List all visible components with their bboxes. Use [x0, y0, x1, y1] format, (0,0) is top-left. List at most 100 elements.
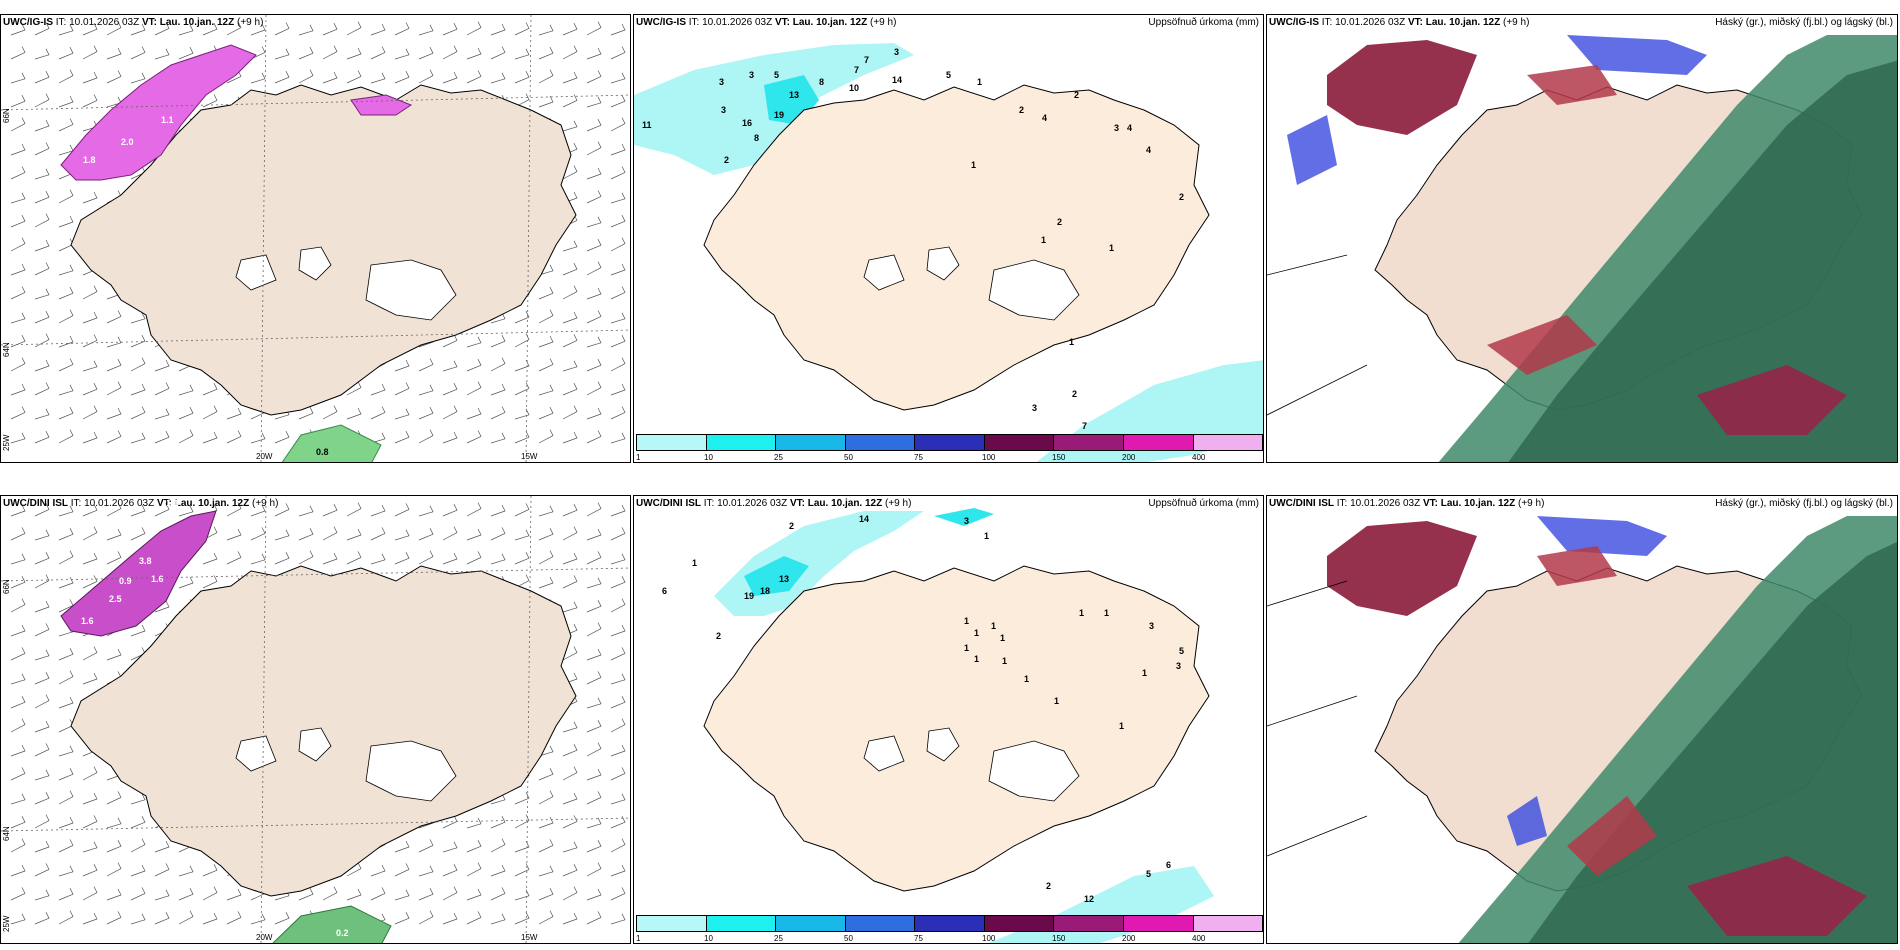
wind-barb-icon [82, 526, 98, 541]
wind-barb-icon [154, 48, 170, 60]
wind-barb-icon [106, 70, 122, 84]
wind-map [1, 15, 630, 462]
wind-barb-icon [250, 432, 266, 444]
wind-barb-icon [418, 505, 434, 517]
wind-barb-icon [346, 47, 362, 60]
wind-barb-icon [442, 334, 458, 348]
colorbar-swatch [706, 916, 777, 931]
wind-barb-icon [562, 886, 578, 901]
wind-barb-icon [10, 335, 26, 348]
precip-number: 16 [742, 118, 753, 128]
wind-barb-icon [514, 22, 530, 36]
wind-barb-icon [610, 312, 626, 324]
wind-barb-icon [394, 382, 410, 396]
wind-barb-icon [514, 71, 530, 84]
precip-map [703, 508, 1214, 943]
glacier [365, 740, 457, 802]
wind-barb-icon [418, 528, 434, 541]
wind-barb-icon [466, 911, 482, 925]
cloud-title: Háský (gr.), miðský (fj.bl.) og lágský (… [1715, 17, 1893, 28]
panel-title: UWC/DINI ISL IT: 10.01.2026 03Z VT: Lau.… [3, 498, 279, 509]
wind-barb-icon [586, 407, 602, 420]
wind-barb-icon [490, 504, 506, 517]
wind-barb-icon [514, 93, 530, 108]
wind-barb-icon [82, 841, 98, 853]
wind-barb-icon [562, 912, 578, 925]
wind-barb-icon [514, 359, 530, 372]
wind-barb-icon [10, 504, 26, 517]
wind-barb-icon [346, 888, 362, 901]
wind-barb-icon [562, 864, 578, 877]
wind-barb-icon [610, 46, 626, 60]
wind-barb-icon [346, 381, 362, 396]
wind-barb-icon [442, 405, 458, 420]
wind-barb-icon [610, 335, 626, 348]
wind-barb-icon [10, 406, 26, 420]
precip-number: 3 [719, 77, 725, 87]
wind-barb-icon [34, 142, 50, 156]
wind-barb-icon [298, 528, 314, 541]
precip-number: 18 [760, 586, 771, 596]
colorbar-label: 25 [774, 453, 783, 462]
wind-barb-icon [10, 744, 26, 757]
wind-barb-icon [34, 623, 50, 637]
wind-barb-icon [34, 262, 50, 276]
wind-barb-icon [514, 503, 530, 517]
wind-barb-icon [178, 24, 194, 36]
colorbar-swatch [1193, 916, 1263, 931]
precip-map [634, 43, 1263, 462]
wind-barb-icon [586, 648, 602, 661]
precip-number: 3 [1176, 661, 1182, 671]
wind-barb-icon [82, 334, 98, 348]
wind-barb-icon [586, 502, 602, 517]
wind-barb-icon [34, 574, 50, 589]
wind-barb-icon [106, 551, 122, 565]
wind-barb-icon [58, 790, 74, 805]
wind-barb-icon [58, 95, 74, 108]
wind-barb-icon [82, 646, 98, 661]
wind-barb-icon [82, 504, 98, 517]
colorbar-swatch [1193, 435, 1263, 450]
wind-barb-icon [82, 191, 98, 204]
wind-barb-icon [466, 817, 482, 829]
wind-barb-icon [58, 335, 74, 348]
wind-barb-icon [610, 816, 626, 829]
precip-number: 3 [749, 70, 755, 80]
wind-barb-icon [418, 407, 434, 420]
wind-barb-icon [130, 312, 146, 324]
colorbar-label: 75 [914, 453, 923, 462]
wind-barb-icon [58, 264, 74, 276]
wind-barb-icon [274, 431, 290, 444]
wind-barb-icon [586, 239, 602, 252]
wind-barb-icon [10, 117, 26, 132]
wind-barb-icon [562, 815, 578, 829]
precip-number: 12 [1084, 894, 1095, 904]
wind-barb-icon [490, 335, 506, 348]
wind-barb-icon [538, 745, 554, 757]
wind-barb-icon [562, 120, 578, 132]
wind-barb-icon [130, 864, 146, 877]
wind-barb-icon [82, 672, 98, 685]
wind-barb-icon [106, 862, 122, 877]
wind-barb-icon [10, 23, 26, 36]
wind-barb-icon [130, 72, 146, 84]
wind-barb-icon [58, 384, 74, 396]
wind-barb-icon [418, 429, 434, 444]
wind-barb-icon [10, 527, 26, 541]
wind-barb-icon [178, 576, 194, 589]
wind-barb-icon [370, 504, 386, 517]
wind-barb-icon [274, 503, 290, 517]
wind-barb-icon [106, 430, 122, 444]
precip-number: 2 [1179, 192, 1185, 202]
precip-number: 1 [964, 643, 970, 653]
colorbar-label: 50 [844, 453, 853, 462]
precip-number: 2 [789, 521, 795, 531]
wind-barb-icon [466, 430, 482, 444]
wind-barb-icon [562, 240, 578, 252]
wind-barb-icon [58, 576, 74, 589]
wind-barb-icon [514, 48, 530, 60]
wind-barb-icon [394, 529, 410, 541]
wind-barb-icon [610, 793, 626, 805]
wind-barb-icon [10, 767, 26, 781]
wind-barb-icon [250, 527, 266, 541]
